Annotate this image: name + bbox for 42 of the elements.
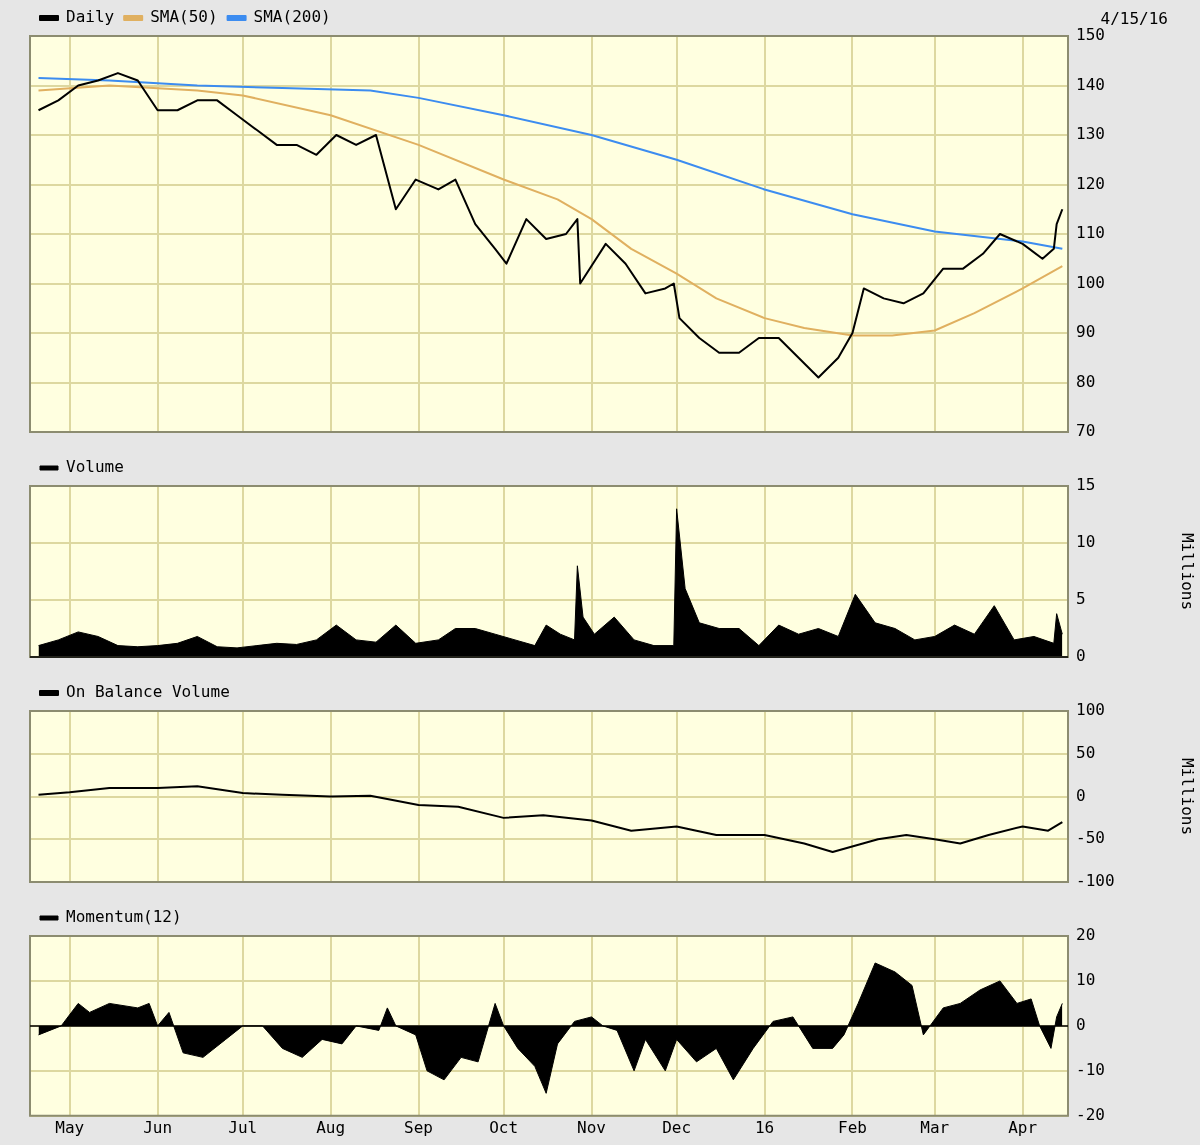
y-tick-label: 70 xyxy=(1076,421,1096,441)
y-tick-label: 50 xyxy=(1076,742,1096,762)
x-tick-label: Dec xyxy=(662,1117,692,1137)
y-tick-label: 130 xyxy=(1076,124,1105,144)
y-tick-label: 0 xyxy=(1076,1015,1086,1035)
x-tick-label: Apr xyxy=(1008,1117,1038,1137)
legend-label: Daily xyxy=(66,7,115,27)
y-tick-label: 110 xyxy=(1076,223,1105,243)
x-tick-label: Feb xyxy=(838,1117,867,1137)
y-tick-label: 20 xyxy=(1076,925,1096,945)
x-tick-label: Jun xyxy=(143,1117,173,1137)
legend-label: SMA(50) xyxy=(150,7,218,27)
y-tick-label: -10 xyxy=(1076,1060,1105,1080)
x-tick-label: Nov xyxy=(577,1117,606,1137)
legend-label: Momentum(12) xyxy=(66,907,182,927)
y-tick-label: 100 xyxy=(1076,700,1105,720)
y-axis-title: Millions xyxy=(1178,532,1198,611)
x-tick-label: Mar xyxy=(920,1117,950,1137)
y-tick-label: 100 xyxy=(1076,272,1105,292)
y-tick-label: 90 xyxy=(1076,322,1096,342)
y-tick-label: 0 xyxy=(1076,785,1086,805)
y-tick-label: 10 xyxy=(1076,532,1096,552)
x-tick-label: May xyxy=(55,1117,85,1137)
y-tick-label: -20 xyxy=(1076,1104,1105,1124)
legend-label: SMA(200) xyxy=(253,7,331,27)
x-tick-label: Aug xyxy=(316,1117,346,1137)
x-tick-label: Oct xyxy=(489,1117,519,1137)
x-tick-label: Sep xyxy=(404,1117,433,1137)
y-tick-label: 140 xyxy=(1076,74,1105,94)
legend-label: On Balance Volume xyxy=(66,682,230,702)
legend-label: Volume xyxy=(66,457,124,477)
y-tick-label: 80 xyxy=(1076,371,1096,391)
y-tick-label: 15 xyxy=(1076,475,1096,495)
y-tick-label: 5 xyxy=(1076,589,1086,609)
y-tick-label: 120 xyxy=(1076,173,1105,193)
y-axis-title: Millions xyxy=(1178,757,1198,836)
y-tick-label: -100 xyxy=(1076,871,1115,891)
x-tick-label: 16 xyxy=(754,1117,775,1137)
y-tick-label: 0 xyxy=(1076,646,1086,666)
y-tick-label: 10 xyxy=(1076,970,1096,990)
y-tick-label: -50 xyxy=(1076,828,1105,848)
x-tick-label: Jul xyxy=(228,1117,258,1137)
